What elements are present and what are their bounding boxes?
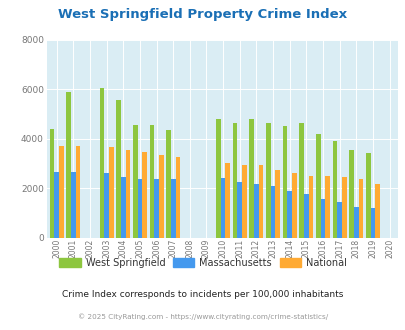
Bar	[315, 134, 320, 238]
Bar	[348, 150, 353, 238]
Bar	[287, 190, 291, 238]
Text: Crime Index corresponds to incidents per 100,000 inhabitants: Crime Index corresponds to incidents per…	[62, 290, 343, 299]
Bar	[158, 155, 163, 238]
Bar	[175, 157, 180, 238]
Bar	[291, 173, 296, 238]
Bar	[249, 119, 254, 238]
Bar	[166, 130, 171, 238]
Bar	[337, 202, 341, 238]
Bar	[142, 152, 147, 238]
Bar	[99, 88, 104, 238]
Bar	[320, 199, 324, 238]
Bar	[241, 165, 246, 238]
Bar	[121, 177, 125, 238]
Bar	[59, 146, 64, 238]
Legend: West Springfield, Massachusetts, National: West Springfield, Massachusetts, Nationa…	[55, 254, 350, 272]
Bar	[104, 173, 109, 238]
Bar	[54, 172, 59, 238]
Bar	[215, 119, 220, 238]
Bar	[71, 172, 75, 238]
Bar	[220, 178, 225, 238]
Bar	[109, 147, 113, 238]
Bar	[254, 184, 258, 238]
Bar	[125, 150, 130, 238]
Bar	[49, 129, 54, 238]
Bar	[66, 92, 71, 238]
Bar	[353, 207, 358, 238]
Bar	[308, 176, 313, 238]
Bar	[298, 122, 303, 238]
Bar	[324, 176, 329, 238]
Bar	[154, 180, 158, 238]
Bar	[171, 180, 175, 238]
Bar	[137, 180, 142, 238]
Bar	[232, 122, 237, 238]
Bar	[149, 125, 154, 238]
Bar	[370, 208, 374, 238]
Bar	[275, 170, 279, 238]
Bar	[265, 122, 270, 238]
Bar	[237, 182, 241, 238]
Bar	[270, 185, 275, 238]
Bar	[332, 141, 337, 238]
Bar	[75, 146, 80, 238]
Bar	[358, 180, 362, 238]
Bar	[132, 125, 137, 238]
Bar	[303, 194, 308, 238]
Bar	[225, 163, 230, 238]
Bar	[374, 184, 379, 238]
Bar	[282, 126, 287, 238]
Text: © 2025 CityRating.com - https://www.cityrating.com/crime-statistics/: © 2025 CityRating.com - https://www.city…	[78, 314, 327, 320]
Bar	[116, 100, 121, 238]
Text: West Springfield Property Crime Index: West Springfield Property Crime Index	[58, 8, 347, 21]
Bar	[365, 153, 370, 238]
Bar	[258, 165, 263, 238]
Bar	[341, 177, 346, 238]
